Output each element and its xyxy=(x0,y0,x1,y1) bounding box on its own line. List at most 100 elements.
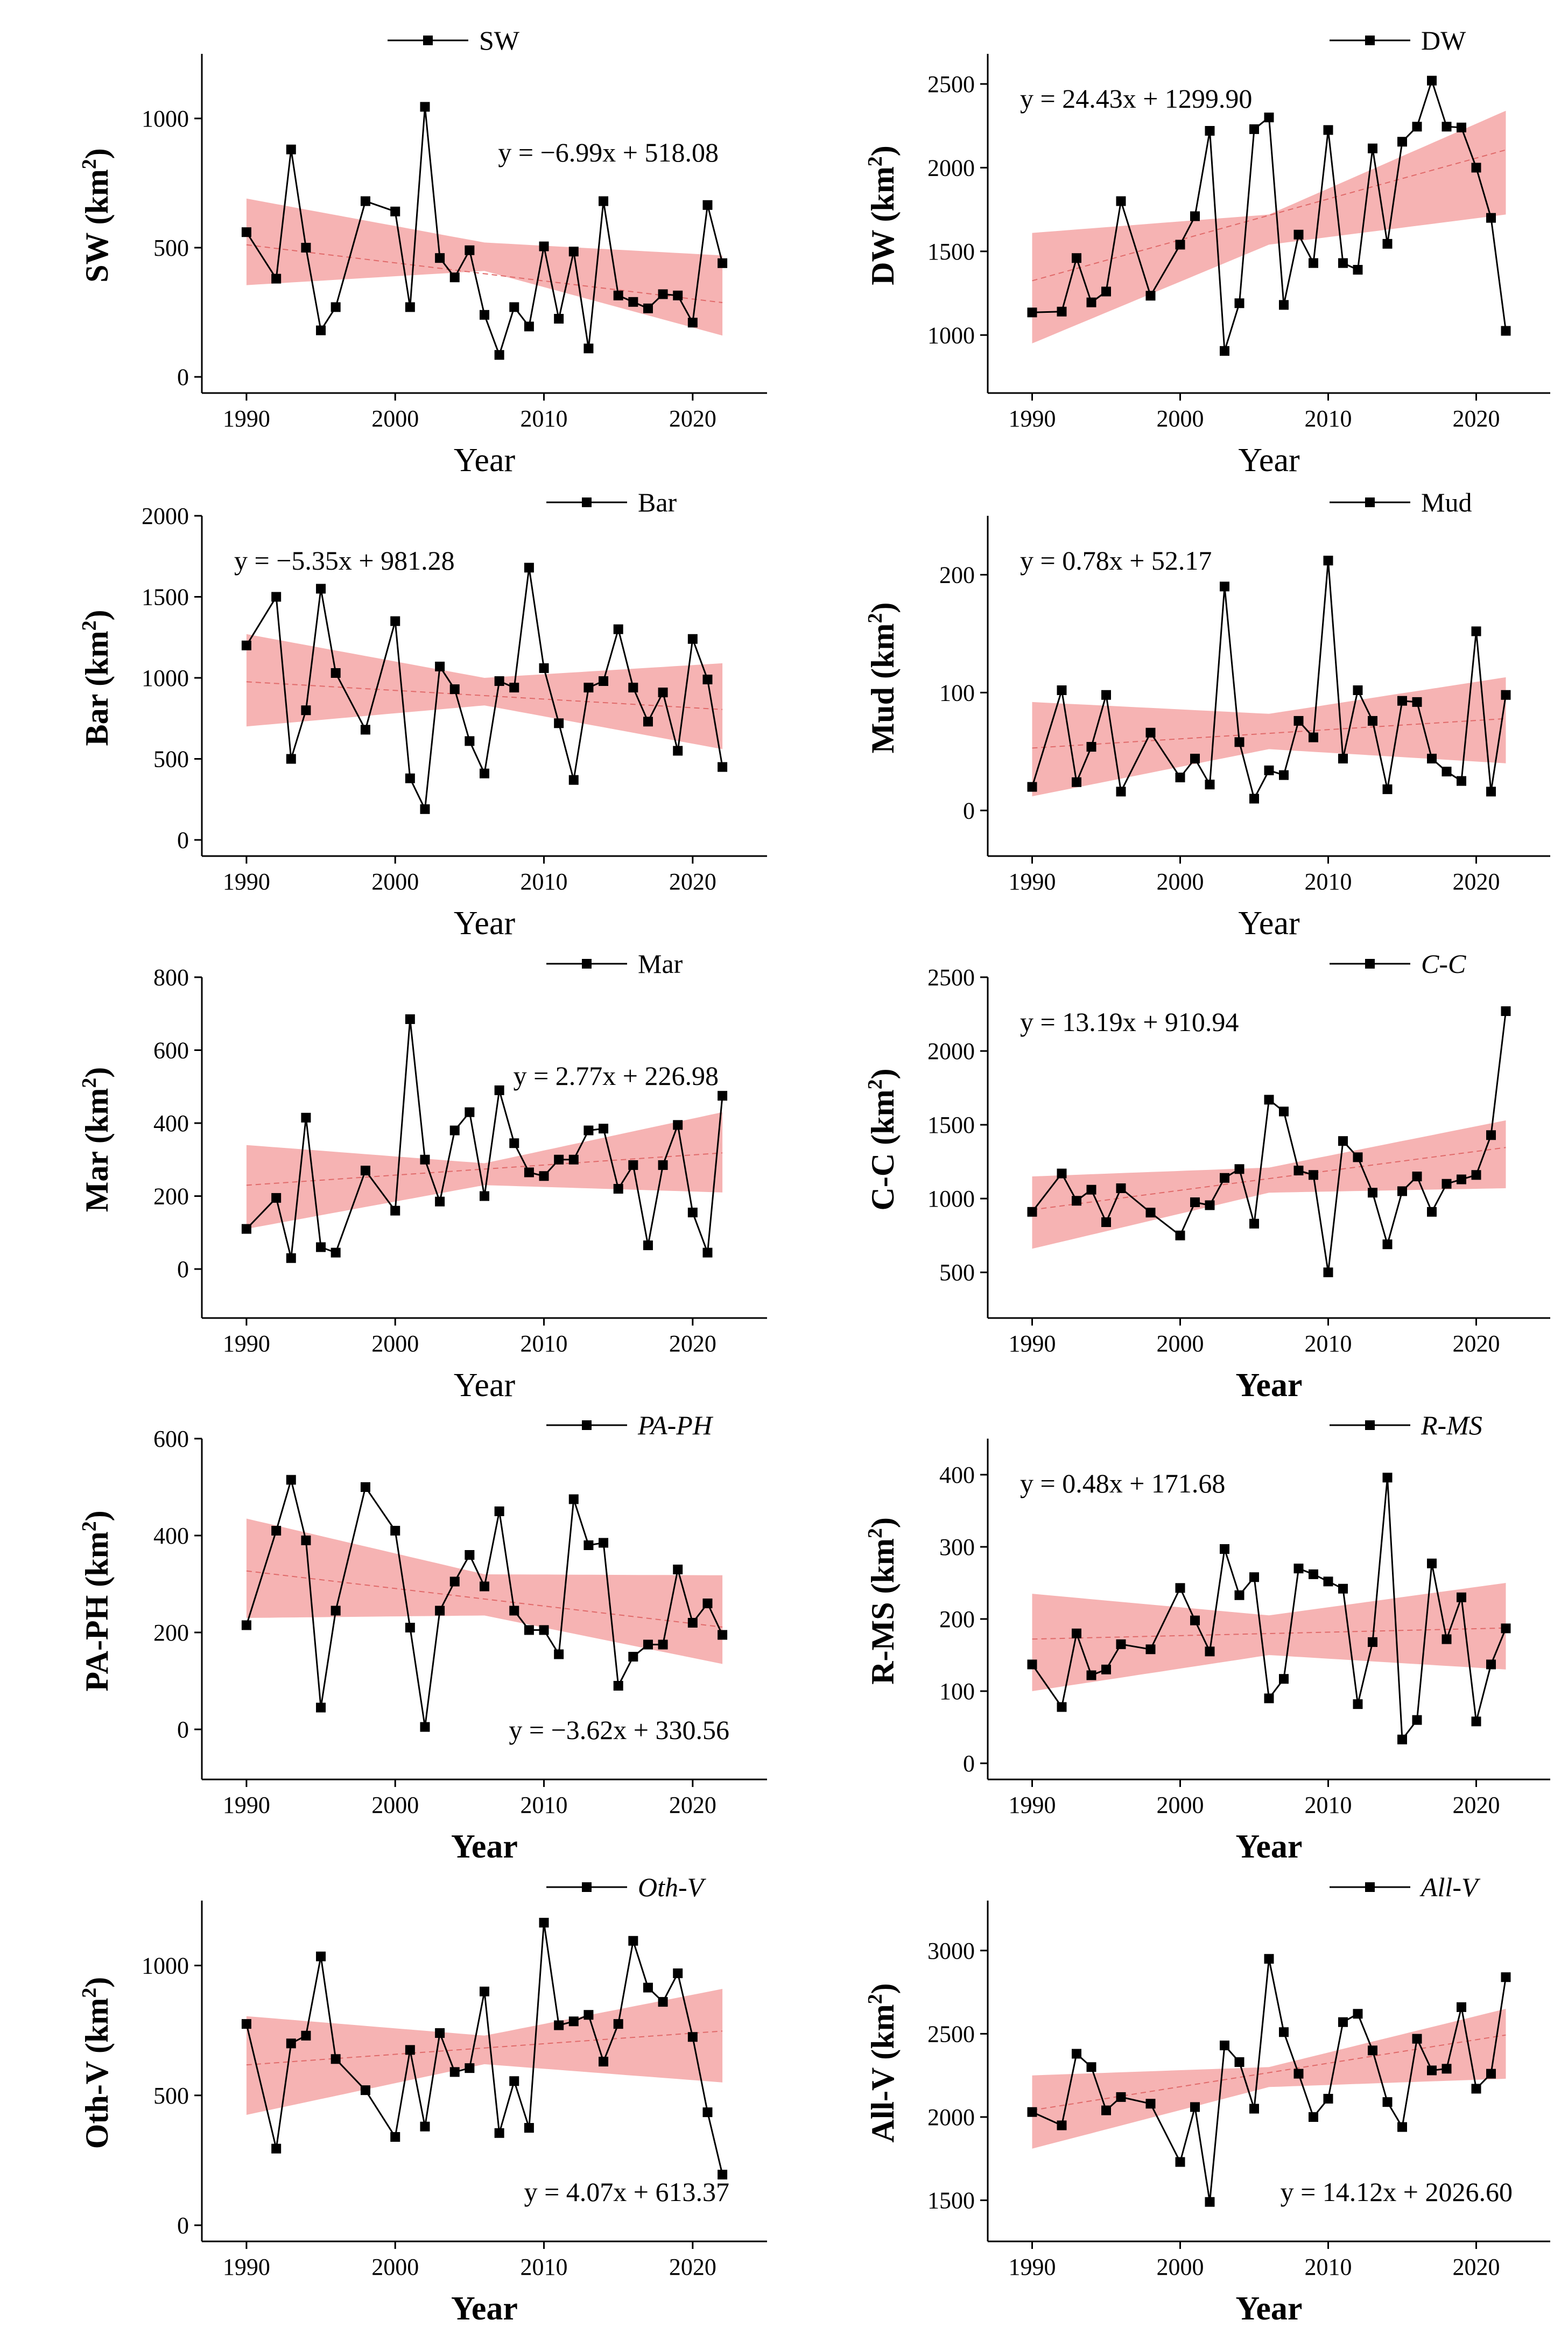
chart-5-point-8 xyxy=(1190,1197,1200,1207)
chart-2-point-0 xyxy=(241,640,251,650)
chart-7-point-8 xyxy=(1190,1615,1200,1625)
chart-9-point-29 xyxy=(1501,1972,1511,1982)
chart-0-point-23 xyxy=(628,297,638,307)
chart-0-point-0 xyxy=(241,227,251,237)
chart-5-point-16 xyxy=(1309,1170,1318,1180)
chart-6-point-29 xyxy=(718,1630,728,1640)
chart-9-point-14 xyxy=(1279,2027,1289,2037)
chart-6-point-26 xyxy=(673,1565,683,1574)
chart-1-legend-label: DW xyxy=(1421,25,1466,55)
chart-0-point-2 xyxy=(286,144,296,155)
chart-3-xlabel: Year xyxy=(1238,905,1300,942)
chart-2-point-29 xyxy=(718,762,728,772)
chart-7-point-11 xyxy=(1234,1590,1244,1600)
chart-0-point-24 xyxy=(643,303,653,313)
chart-6-ytick-label-2: 400 xyxy=(153,1523,189,1549)
chart-7-point-16 xyxy=(1309,1569,1318,1579)
chart-0-point-5 xyxy=(331,302,341,312)
chart-5-xlabel: Year xyxy=(1236,1367,1303,1404)
chart-2-point-2 xyxy=(286,754,296,764)
chart-0-xtick-label-3: 2020 xyxy=(669,405,716,432)
chart-9-xtick-label-2: 2010 xyxy=(1305,2254,1352,2280)
chart-3-point-21 xyxy=(1382,784,1393,794)
chart-1-legend-marker xyxy=(1365,36,1375,45)
chart-8-point-19 xyxy=(568,2016,579,2027)
chart-0-point-18 xyxy=(554,314,564,324)
chart-0-equation: y = −6.99x + 518.08 xyxy=(498,137,719,167)
chart-1-point-12 xyxy=(1249,124,1259,134)
chart-0-point-28 xyxy=(702,200,713,210)
chart-5-xtick-label-2: 2010 xyxy=(1305,1330,1352,1357)
chart-7-point-1 xyxy=(1057,1702,1067,1712)
chart-2-xlabel: Year xyxy=(454,905,516,942)
chart-1-point-21 xyxy=(1382,239,1393,249)
chart-7-point-18 xyxy=(1338,1583,1348,1594)
chart-1-ytick-label-3: 2500 xyxy=(927,71,975,97)
chart-1-point-4 xyxy=(1101,286,1111,297)
chart-0-point-9 xyxy=(420,102,430,112)
chart-3-xtick-label-3: 2020 xyxy=(1453,868,1500,895)
chart-2-legend: Bar xyxy=(546,487,677,517)
chart-5-point-12 xyxy=(1249,1218,1259,1229)
chart-9-xtick-label-0: 1990 xyxy=(1009,2254,1056,2280)
chart-1-point-24 xyxy=(1427,75,1437,86)
chart-4-point-11 xyxy=(449,1125,460,1136)
chart-2-ytick-label-0: 0 xyxy=(177,827,189,853)
chart-7-point-29 xyxy=(1501,1623,1511,1634)
chart-1-point-9 xyxy=(1205,126,1215,136)
chart-3-ytick-label-1: 100 xyxy=(939,679,975,706)
chart-7-legend: R-MS xyxy=(1330,1410,1482,1440)
chart-0-ytick-label-0: 0 xyxy=(177,364,189,390)
chart-4-point-28 xyxy=(702,1247,713,1258)
chart-1-point-19 xyxy=(1353,265,1363,275)
chart-9-point-27 xyxy=(1471,2084,1481,2094)
chart-3-point-26 xyxy=(1457,776,1466,786)
chart-4-trend-line xyxy=(246,1152,723,1186)
chart-8-point-22 xyxy=(613,2019,623,2029)
chart-4-point-20 xyxy=(583,1125,594,1136)
chart-7-ylabel: R-MS (km2) xyxy=(864,1517,901,1685)
chart-7-ytick-label-2: 200 xyxy=(939,1606,975,1632)
chart-2-point-17 xyxy=(539,663,549,673)
chart-5-point-17 xyxy=(1323,1267,1333,1278)
chart-7-ytick-label-3: 300 xyxy=(939,1534,975,1560)
chart-6-point-24 xyxy=(643,1639,653,1650)
chart-8-point-0 xyxy=(241,2019,251,2029)
chart-4-point-13 xyxy=(480,1191,489,1201)
chart-9-point-3 xyxy=(1086,2062,1096,2072)
chart-6-point-1 xyxy=(271,1526,282,1536)
chart-1-point-20 xyxy=(1368,143,1377,153)
chart-4-point-4 xyxy=(316,1242,326,1252)
chart-4-point-2 xyxy=(286,1253,296,1263)
chart-8-point-6 xyxy=(360,2085,370,2095)
chart-1-point-7 xyxy=(1175,240,1185,250)
chart-8-point-9 xyxy=(420,2121,430,2132)
chart-8-point-7 xyxy=(390,2132,400,2142)
chart-8-point-5 xyxy=(331,2054,341,2064)
chart-1-xlabel: Year xyxy=(1238,442,1300,479)
chart-7-point-6 xyxy=(1145,1644,1156,1655)
chart-8-point-3 xyxy=(301,2030,311,2041)
chart-6-point-0 xyxy=(241,1620,251,1630)
chart-6-legend-marker xyxy=(582,1420,592,1430)
chart-7-legend-marker xyxy=(1365,1420,1375,1430)
chart-8-point-15 xyxy=(509,2076,519,2086)
chart-6-point-16 xyxy=(524,1625,534,1635)
chart-7-ytick-label-1: 100 xyxy=(939,1678,975,1705)
chart-0-point-26 xyxy=(673,290,683,300)
chart-6-ylabel-main: PA-PH (km xyxy=(79,1531,115,1691)
chart-2-confidence-band xyxy=(246,634,723,749)
chart-5-legend-label: C-C xyxy=(1421,949,1466,979)
chart-6-xlabel: Year xyxy=(451,1828,518,1865)
chart-3-xtick-label-0: 1990 xyxy=(1009,868,1056,895)
chart-8-point-23 xyxy=(628,1936,638,1946)
chart-7-point-12 xyxy=(1249,1572,1259,1582)
chart-6-ylabel: PA-PH (km2) xyxy=(78,1510,115,1691)
chart-9-point-26 xyxy=(1457,2002,1466,2012)
chart-7-ytick-label-0: 0 xyxy=(963,1750,975,1777)
chart-8-point-20 xyxy=(583,2010,594,2020)
chart-8-point-29 xyxy=(718,2169,728,2179)
chart-6-legend-label: PA-PH xyxy=(637,1410,714,1440)
chart-1-point-0 xyxy=(1027,307,1037,318)
